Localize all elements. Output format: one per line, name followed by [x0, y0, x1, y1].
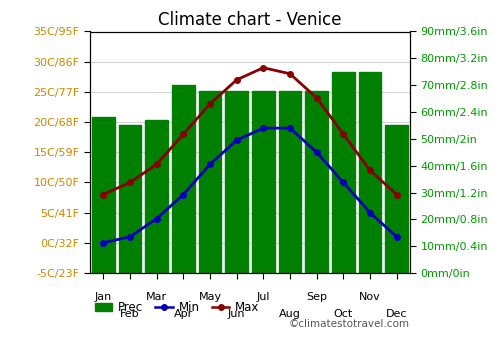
- Bar: [146, 120, 168, 273]
- Text: Aug: Aug: [279, 309, 301, 319]
- Text: Feb: Feb: [120, 309, 140, 319]
- Bar: [386, 125, 408, 273]
- Bar: [118, 125, 142, 273]
- Bar: [172, 85, 195, 273]
- Bar: [92, 117, 114, 273]
- Legend: Prec, Min, Max: Prec, Min, Max: [90, 296, 264, 319]
- Text: Oct: Oct: [334, 309, 353, 319]
- Text: Jan: Jan: [94, 293, 112, 302]
- Bar: [332, 72, 354, 273]
- Bar: [226, 91, 248, 273]
- Text: Jun: Jun: [228, 309, 246, 319]
- Text: May: May: [198, 293, 222, 302]
- Text: Nov: Nov: [359, 293, 381, 302]
- Text: Dec: Dec: [386, 309, 407, 319]
- Bar: [306, 91, 328, 273]
- Text: Sep: Sep: [306, 293, 327, 302]
- Title: Climate chart - Venice: Climate chart - Venice: [158, 10, 342, 29]
- Bar: [358, 72, 382, 273]
- Text: ©climatestotravel.com: ©climatestotravel.com: [289, 319, 410, 329]
- Text: Apr: Apr: [174, 309, 193, 319]
- Bar: [198, 91, 222, 273]
- Text: Jul: Jul: [256, 293, 270, 302]
- Text: Mar: Mar: [146, 293, 167, 302]
- Bar: [252, 91, 274, 273]
- Bar: [278, 91, 301, 273]
